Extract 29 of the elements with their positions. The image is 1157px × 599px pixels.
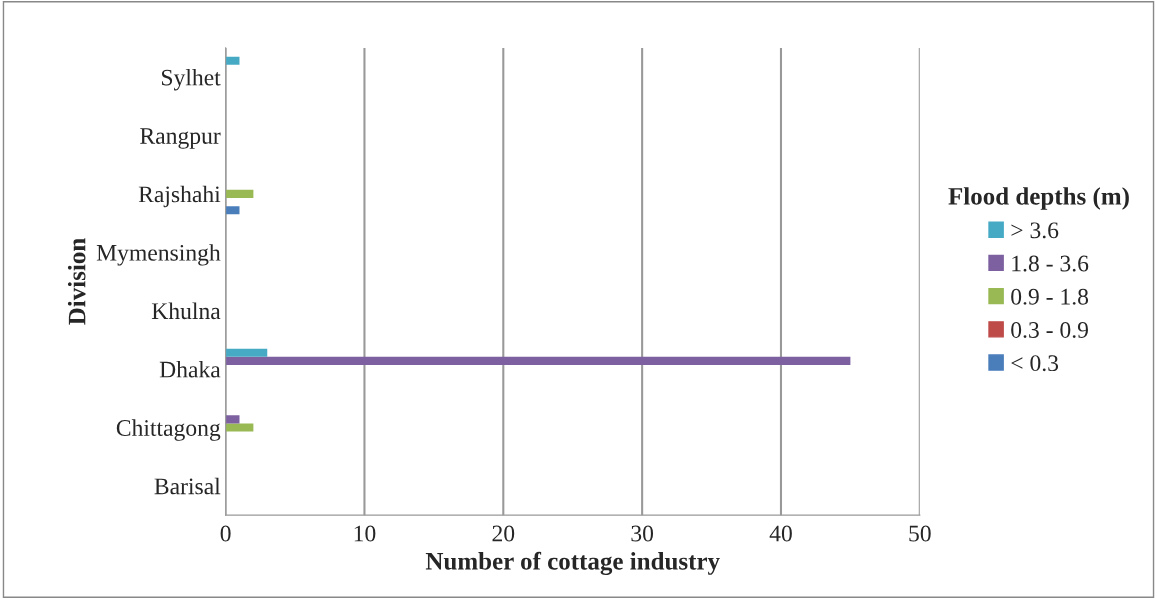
bar xyxy=(225,189,254,199)
y-axis-title: Division xyxy=(67,238,86,325)
x-tick-label: 30 xyxy=(631,525,654,542)
y-tick-label: Mymensingh xyxy=(96,244,221,266)
legend-label: 1.8 - 3.6 xyxy=(1012,255,1089,272)
bar xyxy=(225,206,240,215)
legend-label: < 0.3 xyxy=(1011,355,1059,372)
bar xyxy=(225,415,240,424)
x-tick-label: 40 xyxy=(769,525,792,542)
y-tick-label: Rangpur xyxy=(140,128,221,149)
y-tick-label: Chittagong xyxy=(116,419,221,441)
x-tick-label: 10 xyxy=(354,525,376,542)
bar xyxy=(225,56,240,65)
legend-title: Flood depths (m) xyxy=(948,187,1129,210)
x-tick-label: 0 xyxy=(220,525,231,542)
x-tick-label: 50 xyxy=(909,525,931,542)
x-axis-title: Number of cottage industry xyxy=(425,551,720,575)
y-tick-label: Sylhet xyxy=(161,68,221,91)
x-tick-label: 20 xyxy=(492,525,515,542)
bar xyxy=(225,348,268,357)
y-tick-label: Barisal xyxy=(154,477,221,495)
y-tick-label: Rajshahi xyxy=(138,185,221,208)
bar xyxy=(225,423,254,432)
bar xyxy=(225,356,851,366)
legend-label: 0.3 - 0.9 xyxy=(1011,321,1088,338)
legend-label: > 3.6 xyxy=(1011,222,1059,239)
y-tick-label: Dhaka xyxy=(159,360,221,378)
y-tick-label: Khulna xyxy=(151,302,221,320)
legend-label: 0.9 - 1.8 xyxy=(1011,288,1089,305)
